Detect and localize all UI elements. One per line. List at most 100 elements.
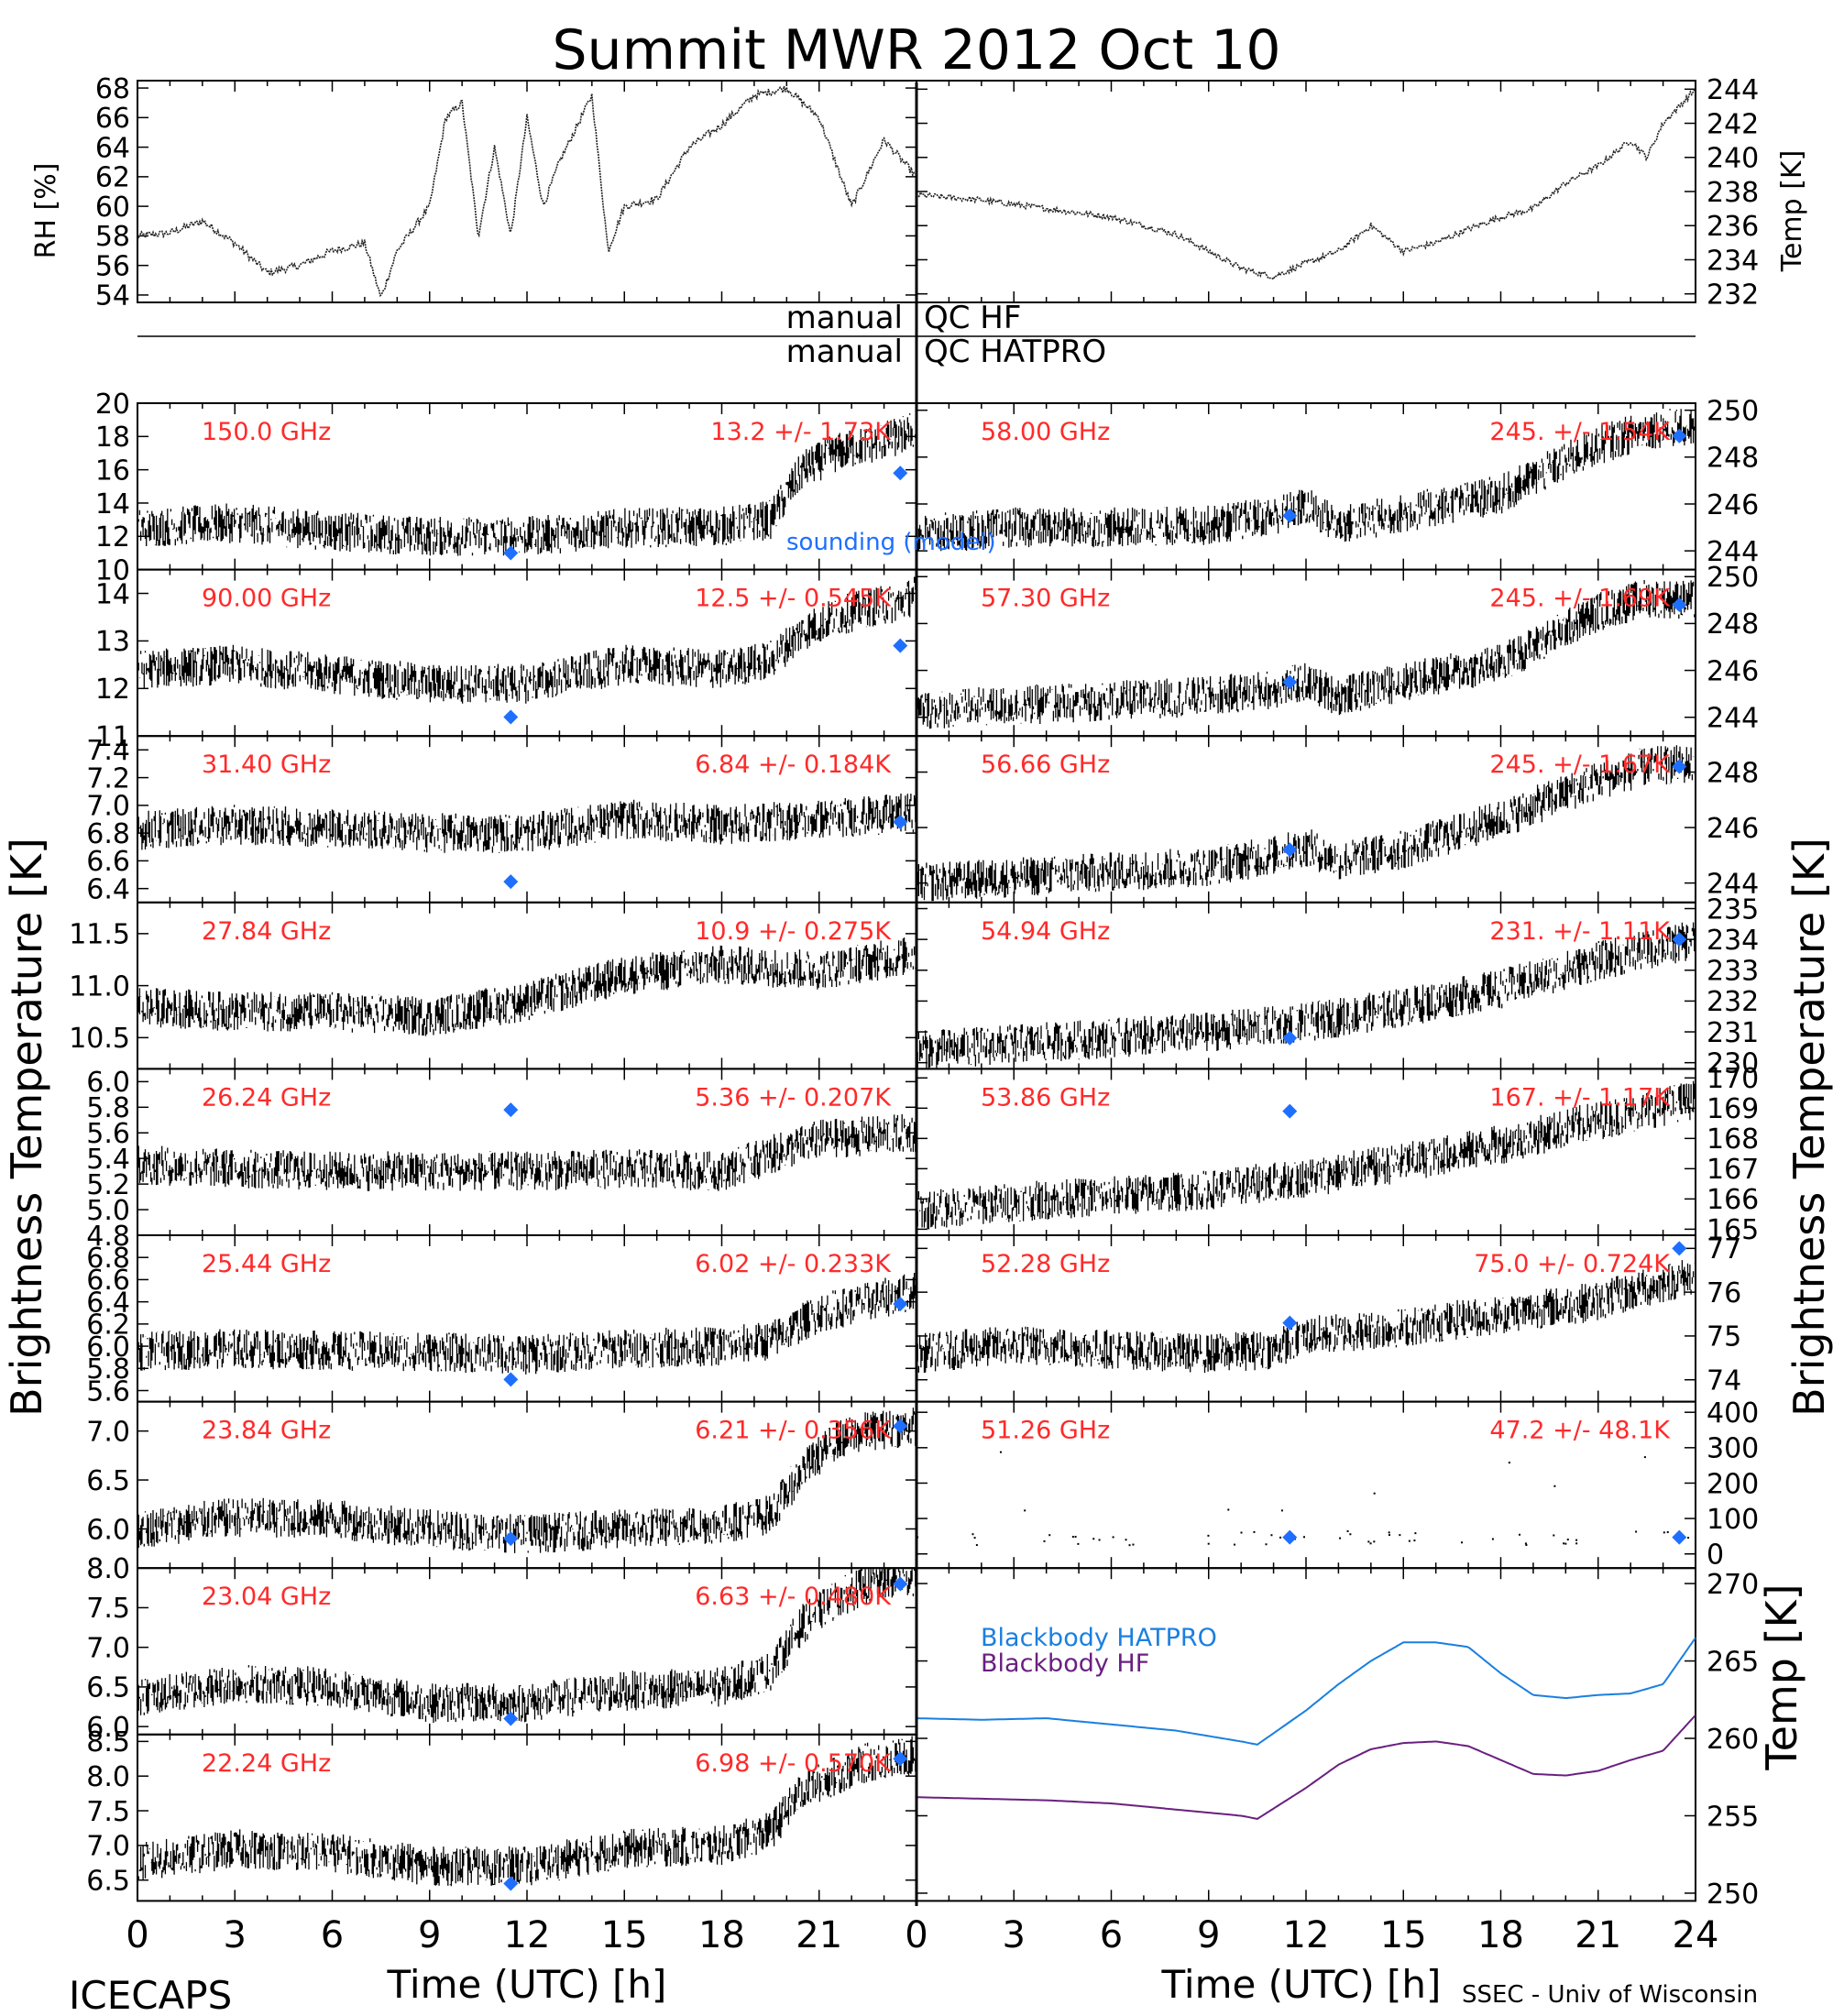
panel-3140-ytick-label: 7.2 bbox=[86, 762, 130, 794]
panel-5666-ytick-label: 248 bbox=[1707, 757, 1759, 789]
panel-3140-ytick-label: 7.4 bbox=[86, 735, 130, 767]
panel-5494-ytick-label: 230 bbox=[1707, 1047, 1759, 1079]
panel-2304-ytick-label: 7.5 bbox=[86, 1593, 130, 1625]
panel-5730-freq-label: 57.30 GHz bbox=[981, 585, 1110, 613]
rh-ytick-label: 68 bbox=[95, 73, 130, 105]
panel-1500-ytick-label: 20 bbox=[95, 389, 130, 421]
bb-legend-0: Blackbody HATPRO bbox=[981, 1624, 1217, 1652]
panel-5126-spike-point bbox=[1092, 1538, 1095, 1540]
temp-ytick-label: 232 bbox=[1707, 279, 1759, 311]
sounding-label: sounding (model) bbox=[786, 529, 996, 556]
temp-series-line bbox=[916, 88, 1696, 280]
panel-5126-spike-point bbox=[1525, 1543, 1528, 1546]
xtick-label-left: 12 bbox=[504, 1914, 551, 1956]
panel-5666-ytick-label: 246 bbox=[1707, 813, 1759, 845]
panel-5126-spike-point bbox=[1071, 1536, 1074, 1539]
panel-9000-stats-label: 12.5 +/- 0.545K bbox=[695, 585, 892, 613]
panel-5666-ytick-label: 244 bbox=[1707, 868, 1759, 900]
panel-5228-ytick-label: 75 bbox=[1707, 1321, 1741, 1353]
panel-5386-ytick-label: 169 bbox=[1707, 1093, 1759, 1125]
panel-5126-spike-point bbox=[1369, 1542, 1372, 1545]
panel-5730-stats-label: 245. +/- 1.69K bbox=[1489, 585, 1671, 613]
panel-5386-freq-label: 53.86 GHz bbox=[981, 1083, 1110, 1112]
panel-2784-ytick-label: 11.0 bbox=[69, 970, 130, 1003]
panel-5126-spike-point bbox=[1508, 1462, 1510, 1464]
panel-5126-spike-point bbox=[1575, 1542, 1578, 1545]
panel-2624-freq-label: 26.24 GHz bbox=[202, 1083, 331, 1112]
panel-5126-spike-point bbox=[1132, 1543, 1135, 1546]
panel-5494-ytick-label: 233 bbox=[1707, 956, 1759, 988]
panel-5126-freq-label: 51.26 GHz bbox=[981, 1417, 1110, 1445]
temp-ytick-label: 234 bbox=[1707, 245, 1759, 277]
panel-2224-ytick-label: 8.5 bbox=[86, 1726, 130, 1759]
panel-5126-spike-point bbox=[1048, 1534, 1051, 1537]
marks-layer: 150.0 GHz 13.2 +/- 1.73K 90.00 GHz 12.5 +/-… bbox=[137, 84, 1696, 1891]
panel-5228-ytick-label: 76 bbox=[1707, 1277, 1741, 1309]
panel-5126-spike-point bbox=[1234, 1543, 1236, 1546]
panel-3140-ytick-label: 6.6 bbox=[86, 846, 130, 878]
panel-2224-sounding-point bbox=[893, 1751, 908, 1767]
ssec-label: SSEC - Univ of Wisconsin bbox=[1462, 1981, 1758, 2009]
rh-ytick-label: 58 bbox=[95, 221, 130, 253]
xlabel-right: Time (UTC) [h] bbox=[1161, 1962, 1442, 2007]
panel-5126-spike-point bbox=[1302, 1536, 1305, 1539]
panel-1500-data-trace bbox=[137, 413, 916, 556]
panel-2624-ytick-label: 4.8 bbox=[86, 1221, 130, 1253]
panel-5666-stats-label: 245. +/- 1.67K bbox=[1489, 751, 1671, 779]
panel-2544-stats-label: 6.02 +/- 0.233K bbox=[695, 1250, 892, 1278]
panel-5228-stats-label: 75.0 +/- 0.724K bbox=[1474, 1250, 1671, 1278]
panel-5126-spike-point bbox=[1553, 1534, 1555, 1537]
panel-1500-sounding-point bbox=[503, 545, 519, 561]
panel-5800-ytick-label: 248 bbox=[1707, 443, 1759, 475]
panel-5126-spike-point bbox=[1399, 1534, 1401, 1537]
panel-2384-ytick-label: 6.0 bbox=[86, 1514, 130, 1546]
blackbody-panel bbox=[916, 1567, 1696, 1902]
panel-2304-ytick-label: 6.5 bbox=[86, 1672, 130, 1704]
panel-2624-ytick-label: 5.0 bbox=[86, 1195, 130, 1227]
panel-3140-stats-label: 6.84 +/- 0.184K bbox=[695, 751, 892, 779]
panel-2304-sounding-point bbox=[503, 1711, 519, 1726]
temp-ytick-label: 236 bbox=[1707, 211, 1759, 243]
panel-5126-spike-point bbox=[1349, 1533, 1352, 1536]
xtick-label-right: 21 bbox=[1575, 1914, 1621, 1956]
panel-2304-data-trace bbox=[137, 1569, 916, 1723]
panel-5126-spike-point bbox=[1346, 1529, 1349, 1532]
temp-ytick-label: 244 bbox=[1707, 74, 1759, 106]
panel-5228-sounding-point bbox=[1672, 1241, 1687, 1256]
panel-2384-freq-label: 23.84 GHz bbox=[202, 1417, 331, 1445]
panel-5126-noise bbox=[916, 1451, 1690, 1547]
panel-5126-spike-point bbox=[1408, 1539, 1410, 1542]
panel-2224-ytick-label: 7.5 bbox=[86, 1796, 130, 1828]
xtick-label-right: 3 bbox=[1003, 1914, 1026, 1956]
panel-5386-ytick-label: 165 bbox=[1707, 1214, 1759, 1246]
temp-ytick-label: 240 bbox=[1707, 143, 1759, 175]
icecaps-label: ICECAPS bbox=[69, 1973, 232, 2016]
rh-panel bbox=[137, 80, 917, 303]
rh-ytick-label: 62 bbox=[95, 162, 130, 194]
panel-5494-ytick-label: 235 bbox=[1707, 893, 1759, 926]
panel-5126-spike-point bbox=[1388, 1531, 1390, 1534]
panel-5386-ytick-label: 170 bbox=[1707, 1063, 1759, 1095]
rh-ytick-label: 60 bbox=[95, 192, 130, 224]
panel-5800-freq-label: 58.00 GHz bbox=[981, 418, 1110, 446]
panel-5126-spike-point bbox=[1253, 1530, 1256, 1533]
panel-5494-stats-label: 231. +/- 1.11K bbox=[1489, 917, 1671, 946]
panel-5386-ytick-label: 168 bbox=[1707, 1123, 1759, 1156]
panel-9000-ytick-label: 14 bbox=[95, 578, 130, 610]
panel-5494-ytick-label: 232 bbox=[1707, 986, 1759, 1018]
panel-5126-spike-point bbox=[1128, 1544, 1131, 1547]
panel-5126-spike-point bbox=[973, 1537, 976, 1539]
panel-9000-ytick-label: 11 bbox=[95, 721, 130, 753]
tb-left-axis-label: Brightness Temperature [K] bbox=[2, 838, 51, 1417]
panel-3140-noise bbox=[137, 794, 916, 853]
panel-5126-spike-point bbox=[1074, 1536, 1077, 1539]
panel-5126-spike-point bbox=[1414, 1532, 1417, 1535]
panel-5386-ytick-label: 166 bbox=[1707, 1184, 1759, 1216]
panel-1500-ytick-label: 18 bbox=[95, 422, 130, 454]
panel-1500-ytick-label: 12 bbox=[95, 521, 130, 553]
panel-2544-data-trace bbox=[137, 1273, 916, 1375]
panel-5126-spike-point bbox=[1666, 1530, 1669, 1533]
panel-2224-stats-label: 6.98 +/- 0.570K bbox=[695, 1749, 892, 1778]
qc-hf-manual: manual bbox=[786, 300, 903, 336]
panel-5126-spike-point bbox=[1227, 1508, 1230, 1511]
